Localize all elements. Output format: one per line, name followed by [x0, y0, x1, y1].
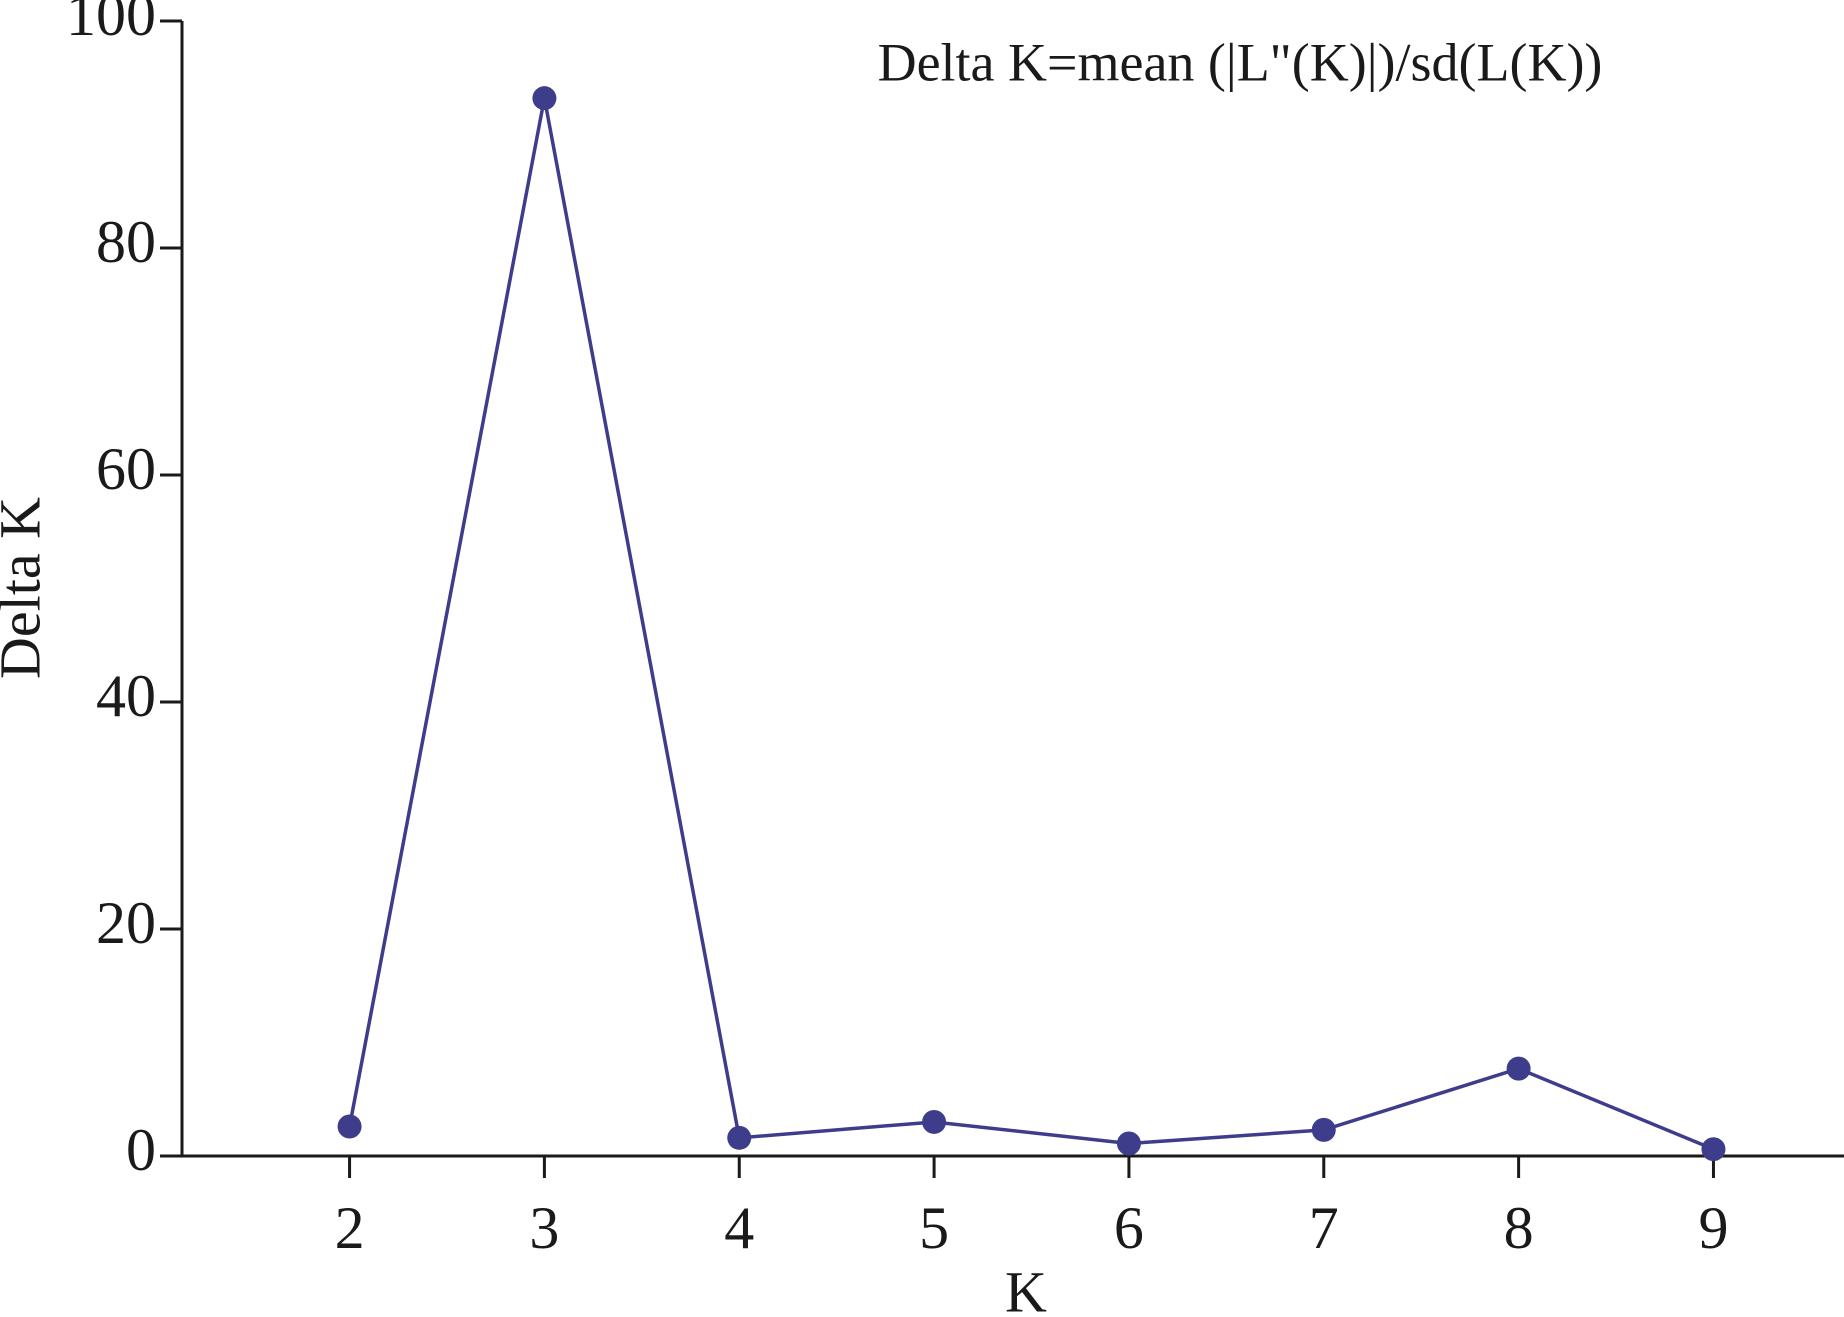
- data-point: [1506, 1056, 1531, 1081]
- series-line: [347, 97, 1715, 1151]
- x-tick-label: 4: [724, 1195, 754, 1261]
- data-point: [922, 1109, 947, 1134]
- data-point: [727, 1125, 752, 1150]
- y-tick-label: 100: [66, 0, 156, 48]
- x-tick-label: 7: [1309, 1195, 1339, 1261]
- y-tick-label: 0: [126, 1117, 156, 1183]
- data-point: [1701, 1137, 1726, 1162]
- x-tick-label: 3: [529, 1195, 559, 1261]
- x-axis-label: K: [1005, 1259, 1047, 1317]
- y-axis-label: Delta K: [0, 497, 52, 679]
- x-tick-label: 6: [1114, 1195, 1144, 1261]
- data-point: [532, 86, 557, 111]
- annotation: Delta K=mean (|L"(K)|)/sd(L(K)): [878, 32, 1603, 92]
- x-tick-label: 2: [335, 1195, 365, 1261]
- y-tick-label: 60: [96, 436, 156, 502]
- data-point: [1116, 1131, 1141, 1156]
- y-tick-label: 20: [96, 890, 156, 956]
- x-tick-label: 9: [1698, 1195, 1728, 1261]
- data-point: [337, 1114, 362, 1139]
- y-tick-label: 40: [96, 663, 156, 729]
- y-tick-label: 80: [96, 209, 156, 275]
- x-tick-label: 5: [919, 1195, 949, 1261]
- data-point: [1311, 1117, 1336, 1142]
- x-tick-label: 8: [1504, 1195, 1534, 1261]
